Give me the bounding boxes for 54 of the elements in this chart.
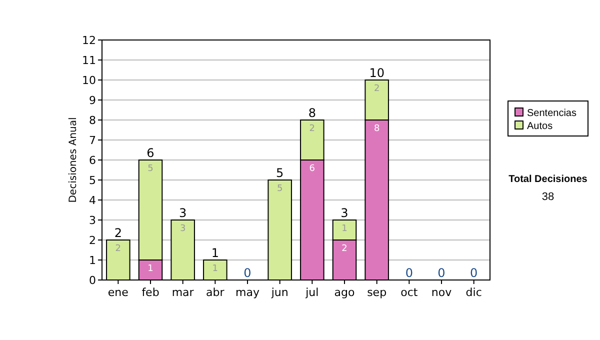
data-label: 1 — [212, 264, 218, 274]
x-tick-label: ago — [334, 286, 355, 299]
data-label: 2 — [115, 244, 122, 254]
data-label: 1 — [148, 264, 154, 274]
y-tick-label: 10 — [82, 74, 96, 87]
data-label: 2 — [374, 84, 380, 94]
x-tick-label: oct — [400, 286, 418, 299]
y-tick-label: 4 — [89, 194, 96, 207]
data-label: 1 — [342, 224, 348, 234]
x-tick-label: dic — [466, 286, 482, 299]
total-label: 0 — [244, 266, 252, 280]
x-tick-label: nov — [431, 286, 452, 299]
data-label: 2 — [309, 124, 316, 134]
total-label: 10 — [369, 66, 384, 80]
x-tick-label: sep — [367, 286, 387, 299]
data-label: 8 — [374, 124, 380, 134]
x-tick-label: jul — [304, 286, 319, 299]
total-label: 8 — [308, 106, 316, 120]
total-label: 5 — [276, 166, 284, 180]
total-label: 2 — [114, 226, 122, 240]
y-axis-title: Decisiones Anual — [68, 117, 79, 203]
x-tick-label: may — [236, 286, 260, 299]
y-tick-label: 8 — [89, 114, 96, 127]
x-tick-label: mar — [172, 286, 194, 299]
y-tick-label: 0 — [89, 274, 96, 287]
data-label: 5 — [148, 164, 154, 174]
data-label: 3 — [180, 224, 186, 234]
x-tick-label: feb — [142, 286, 160, 299]
y-tick-label: 5 — [89, 174, 96, 187]
total-label: 1 — [211, 246, 219, 260]
total-label: 6 — [146, 146, 154, 160]
x-tick-label: abr — [206, 286, 225, 299]
total-label: 3 — [179, 206, 187, 220]
y-tick-label: 3 — [89, 214, 96, 227]
data-label: 6 — [309, 164, 316, 174]
data-label: 5 — [276, 184, 283, 194]
y-tick-label: 1 — [89, 254, 96, 267]
total-label: 0 — [405, 266, 413, 280]
x-tick-label: jun — [270, 286, 288, 299]
x-tick-label: ene — [108, 286, 129, 299]
y-tick-label: 11 — [82, 54, 96, 67]
legend-label: Sentencias — [527, 108, 576, 119]
y-tick-label: 2 — [89, 234, 96, 247]
total-label: 0 — [470, 266, 478, 280]
y-tick-label: 7 — [89, 134, 96, 147]
legend-label: Autos — [527, 121, 553, 132]
y-tick-label: 9 — [89, 94, 96, 107]
y-tick-label: 6 — [89, 154, 96, 167]
text: Total Decisiones — [508, 174, 588, 185]
text: 38 — [542, 191, 554, 203]
total-label: 0 — [438, 266, 446, 280]
data-label: 2 — [342, 244, 348, 254]
total-label: 3 — [340, 206, 348, 220]
y-tick-label: 12 — [82, 34, 96, 47]
